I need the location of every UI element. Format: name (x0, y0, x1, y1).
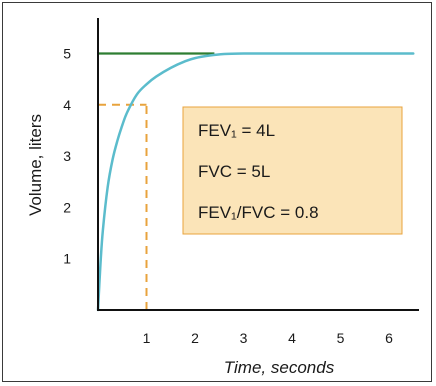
y-tick-label: 1 (63, 251, 71, 267)
annotation-fvc: FVC = 5L (198, 162, 270, 181)
volume-time-curve (96, 52, 415, 312)
y-tick-labels: 1 2 3 4 5 (63, 46, 71, 267)
annotation-fev1: FEV₁ = 4L (198, 121, 275, 140)
fev1-fvc-chart: 1 2 3 4 5 6 1 2 3 4 5 Time, seconds Volume, liter… (26, 18, 419, 377)
x-axis-title: Time, seconds (224, 358, 335, 377)
series-layer (96, 52, 415, 312)
y-tick-label: 3 (63, 148, 71, 164)
y-tick-label: 4 (63, 97, 71, 113)
x-tick-label: 1 (143, 330, 151, 346)
chart-frame: 1 2 3 4 5 6 1 2 3 4 5 Time, seconds Volume, liter… (2, 2, 432, 382)
annotation-ratio: FEV₁/FVC = 0.8 (198, 203, 319, 222)
y-tick-label: 5 (63, 46, 71, 62)
axes (97, 18, 419, 311)
y-axis-title: Volume, liters (26, 114, 45, 216)
annotation-background (182, 106, 403, 235)
x-tick-label: 5 (337, 330, 345, 346)
x-tick-label: 3 (240, 330, 248, 346)
y-tick-label: 2 (63, 199, 71, 215)
x-tick-label: 2 (191, 330, 199, 346)
x-tick-label: 4 (288, 330, 296, 346)
reference-lines (98, 52, 215, 310)
x-tick-labels: 1 2 3 4 5 6 (143, 330, 394, 346)
annotation-box: FEV₁ = 4L FVC = 5L FEV₁/FVC = 0.8 (182, 106, 403, 235)
x-tick-label: 6 (385, 330, 393, 346)
